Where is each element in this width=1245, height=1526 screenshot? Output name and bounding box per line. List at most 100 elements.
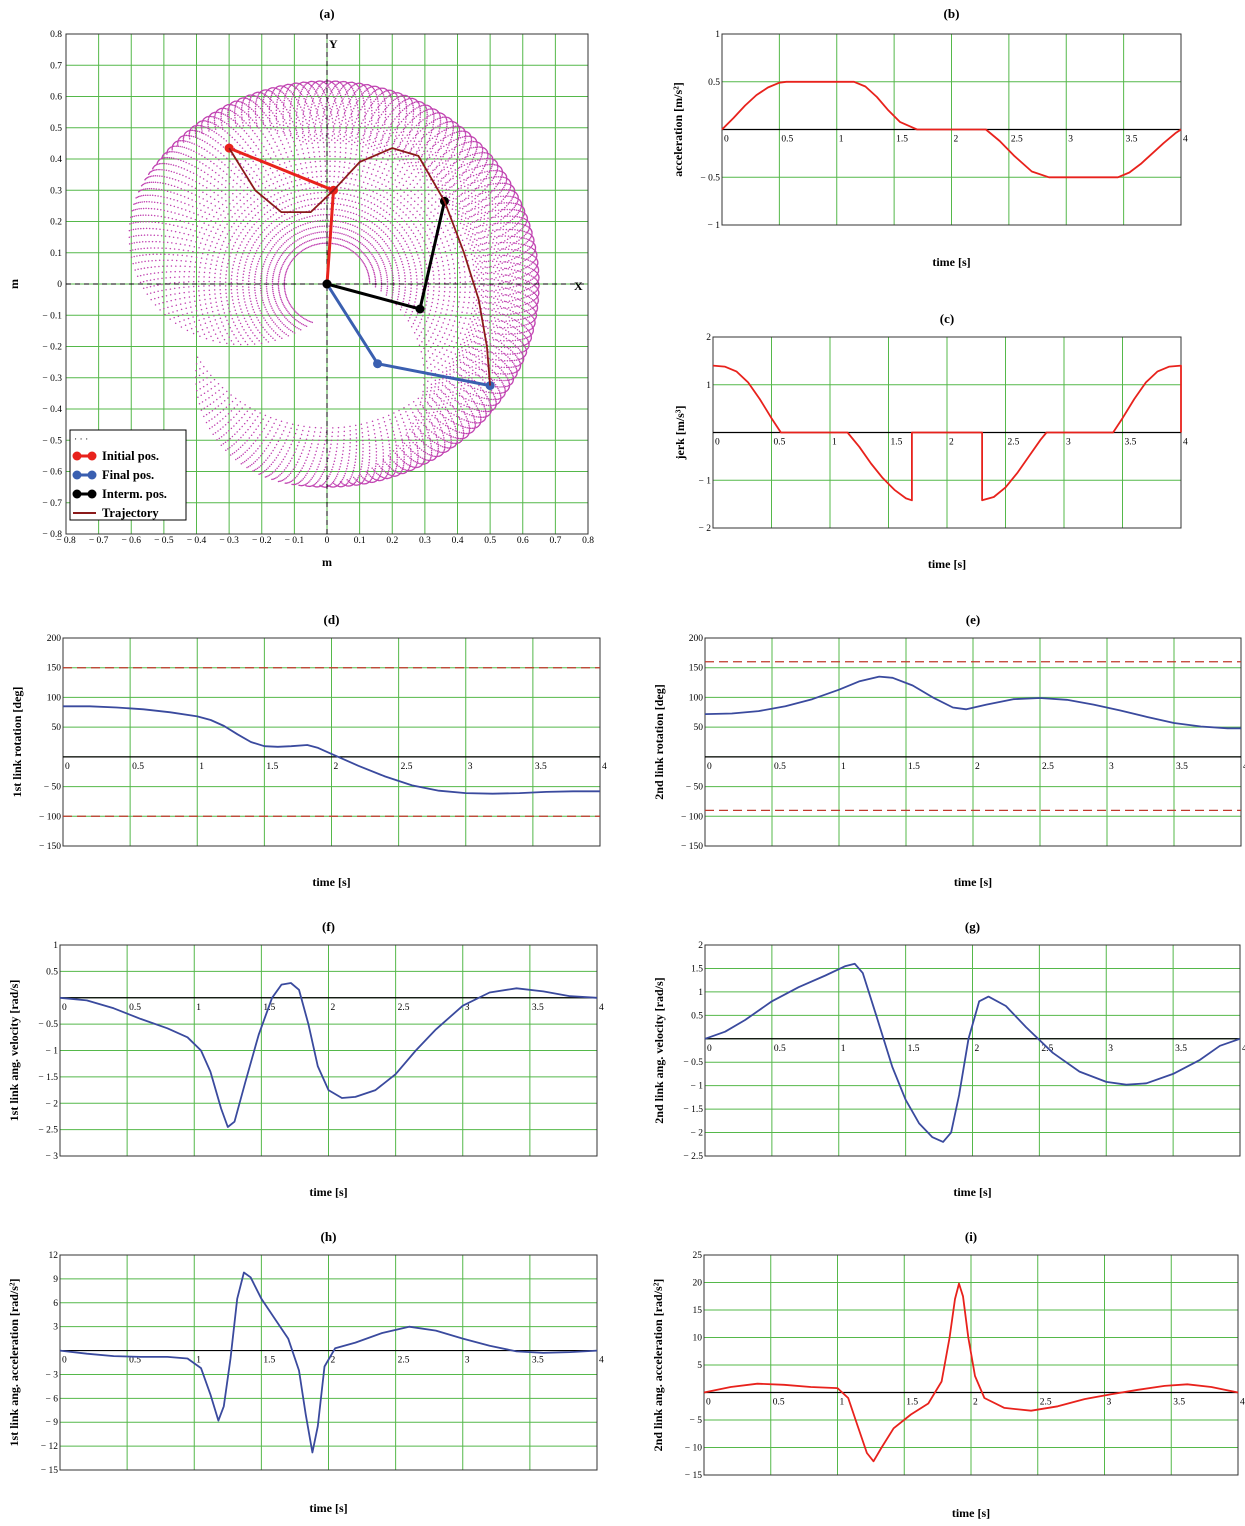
workspace-dot bbox=[360, 465, 363, 468]
workspace-dot bbox=[309, 161, 312, 163]
workspace-dot bbox=[417, 397, 420, 400]
workspace-dot bbox=[336, 443, 339, 445]
workspace-dot bbox=[439, 115, 441, 118]
workspace-dot bbox=[513, 319, 516, 321]
workspace-dot bbox=[450, 442, 452, 445]
workspace-dot bbox=[491, 379, 494, 382]
workspace-dot bbox=[411, 425, 413, 428]
workspace-dot bbox=[501, 386, 503, 388]
workspace-dot bbox=[243, 460, 246, 463]
workspace-dot bbox=[368, 279, 371, 281]
workspace-dot bbox=[383, 126, 386, 129]
workspace-dot bbox=[437, 388, 440, 391]
workspace-dot bbox=[506, 238, 509, 241]
workspace-dot bbox=[460, 402, 462, 405]
workspace-dot bbox=[508, 228, 511, 231]
workspace-dot bbox=[368, 220, 371, 222]
workspace-dot bbox=[507, 331, 510, 333]
workspace-dot bbox=[478, 375, 481, 377]
workspace-dot bbox=[472, 241, 474, 243]
workspace-dot bbox=[508, 259, 510, 262]
workspace-dot bbox=[292, 454, 295, 457]
workspace-dot bbox=[372, 246, 375, 248]
workspace-dot bbox=[441, 429, 443, 432]
workspace-dot bbox=[497, 387, 499, 390]
workspace-dot bbox=[473, 340, 476, 343]
workspace-dot bbox=[528, 264, 531, 266]
workspace-dot bbox=[292, 186, 295, 188]
workspace-dot bbox=[364, 111, 366, 113]
workspace-dot bbox=[515, 256, 517, 258]
workspace-dot bbox=[199, 361, 202, 363]
workspace-dot bbox=[492, 323, 494, 325]
workspace-dot bbox=[454, 436, 456, 439]
workspace-dot bbox=[378, 188, 381, 190]
workspace-dot bbox=[509, 353, 512, 355]
workspace-dot bbox=[511, 195, 513, 198]
workspace-dot bbox=[357, 233, 359, 235]
workspace-dot bbox=[450, 329, 453, 332]
workspace-dot bbox=[366, 482, 369, 484]
workspace-dot bbox=[519, 270, 522, 273]
workspace-dot bbox=[509, 220, 512, 222]
workspace-dot bbox=[412, 158, 415, 160]
workspace-dot bbox=[498, 254, 501, 257]
workspace-dot bbox=[449, 277, 451, 280]
workspace-dot bbox=[336, 447, 338, 449]
workspace-dot bbox=[419, 179, 421, 181]
workspace-dot bbox=[344, 246, 346, 248]
workspace-dot bbox=[392, 224, 394, 227]
workspace-dot bbox=[386, 287, 389, 290]
workspace-dot bbox=[388, 466, 391, 468]
workspace-dot bbox=[483, 371, 485, 373]
workspace-dot bbox=[511, 248, 513, 251]
workspace-dot bbox=[458, 296, 461, 298]
workspace-dot bbox=[494, 385, 497, 388]
workspace-dot bbox=[474, 304, 477, 307]
workspace-dot bbox=[321, 484, 324, 486]
workspace-dot bbox=[480, 277, 483, 280]
workspace-dot bbox=[416, 422, 419, 425]
workspace-dot bbox=[461, 395, 463, 397]
workspace-dot bbox=[377, 478, 379, 480]
workspace-dot bbox=[402, 447, 405, 450]
workspace-dot bbox=[495, 214, 497, 217]
workspace-dot bbox=[362, 447, 364, 449]
workspace-dot bbox=[432, 270, 434, 272]
workspace-dot bbox=[235, 441, 238, 443]
workspace-dot bbox=[390, 176, 392, 179]
workspace-dot bbox=[423, 415, 425, 418]
workspace-dot bbox=[455, 331, 457, 333]
workspace-dot bbox=[355, 219, 357, 222]
workspace-dot bbox=[365, 267, 367, 269]
workspace-dot bbox=[236, 457, 239, 460]
workspace-dot bbox=[447, 264, 450, 266]
workspace-dot bbox=[337, 471, 340, 473]
workspace-dot bbox=[409, 296, 411, 299]
workspace-dot bbox=[503, 313, 505, 316]
workspace-dot bbox=[361, 216, 363, 218]
workspace-dot bbox=[405, 311, 407, 314]
workspace-dot bbox=[453, 182, 456, 185]
workspace-dot bbox=[367, 248, 369, 251]
workspace-dot bbox=[315, 486, 318, 488]
workspace-dot bbox=[490, 302, 492, 304]
workspace-dot bbox=[391, 216, 393, 218]
workspace-dot bbox=[522, 324, 524, 327]
workspace-dot bbox=[440, 451, 442, 453]
workspace-dot bbox=[429, 459, 431, 461]
workspace-dot bbox=[418, 438, 421, 440]
workspace-dot bbox=[311, 439, 314, 441]
workspace-dot bbox=[497, 243, 500, 245]
workspace-dot bbox=[319, 214, 322, 216]
workspace-dot bbox=[369, 479, 372, 482]
workspace-dot bbox=[492, 252, 494, 254]
workspace-dot bbox=[390, 165, 392, 168]
workspace-dot bbox=[460, 163, 463, 166]
workspace-dot bbox=[493, 326, 495, 329]
workspace-dot bbox=[474, 371, 477, 374]
workspace-dot bbox=[452, 368, 455, 371]
workspace-dot bbox=[340, 460, 343, 462]
workspace-dot bbox=[227, 421, 230, 424]
workspace-dot bbox=[432, 274, 435, 276]
